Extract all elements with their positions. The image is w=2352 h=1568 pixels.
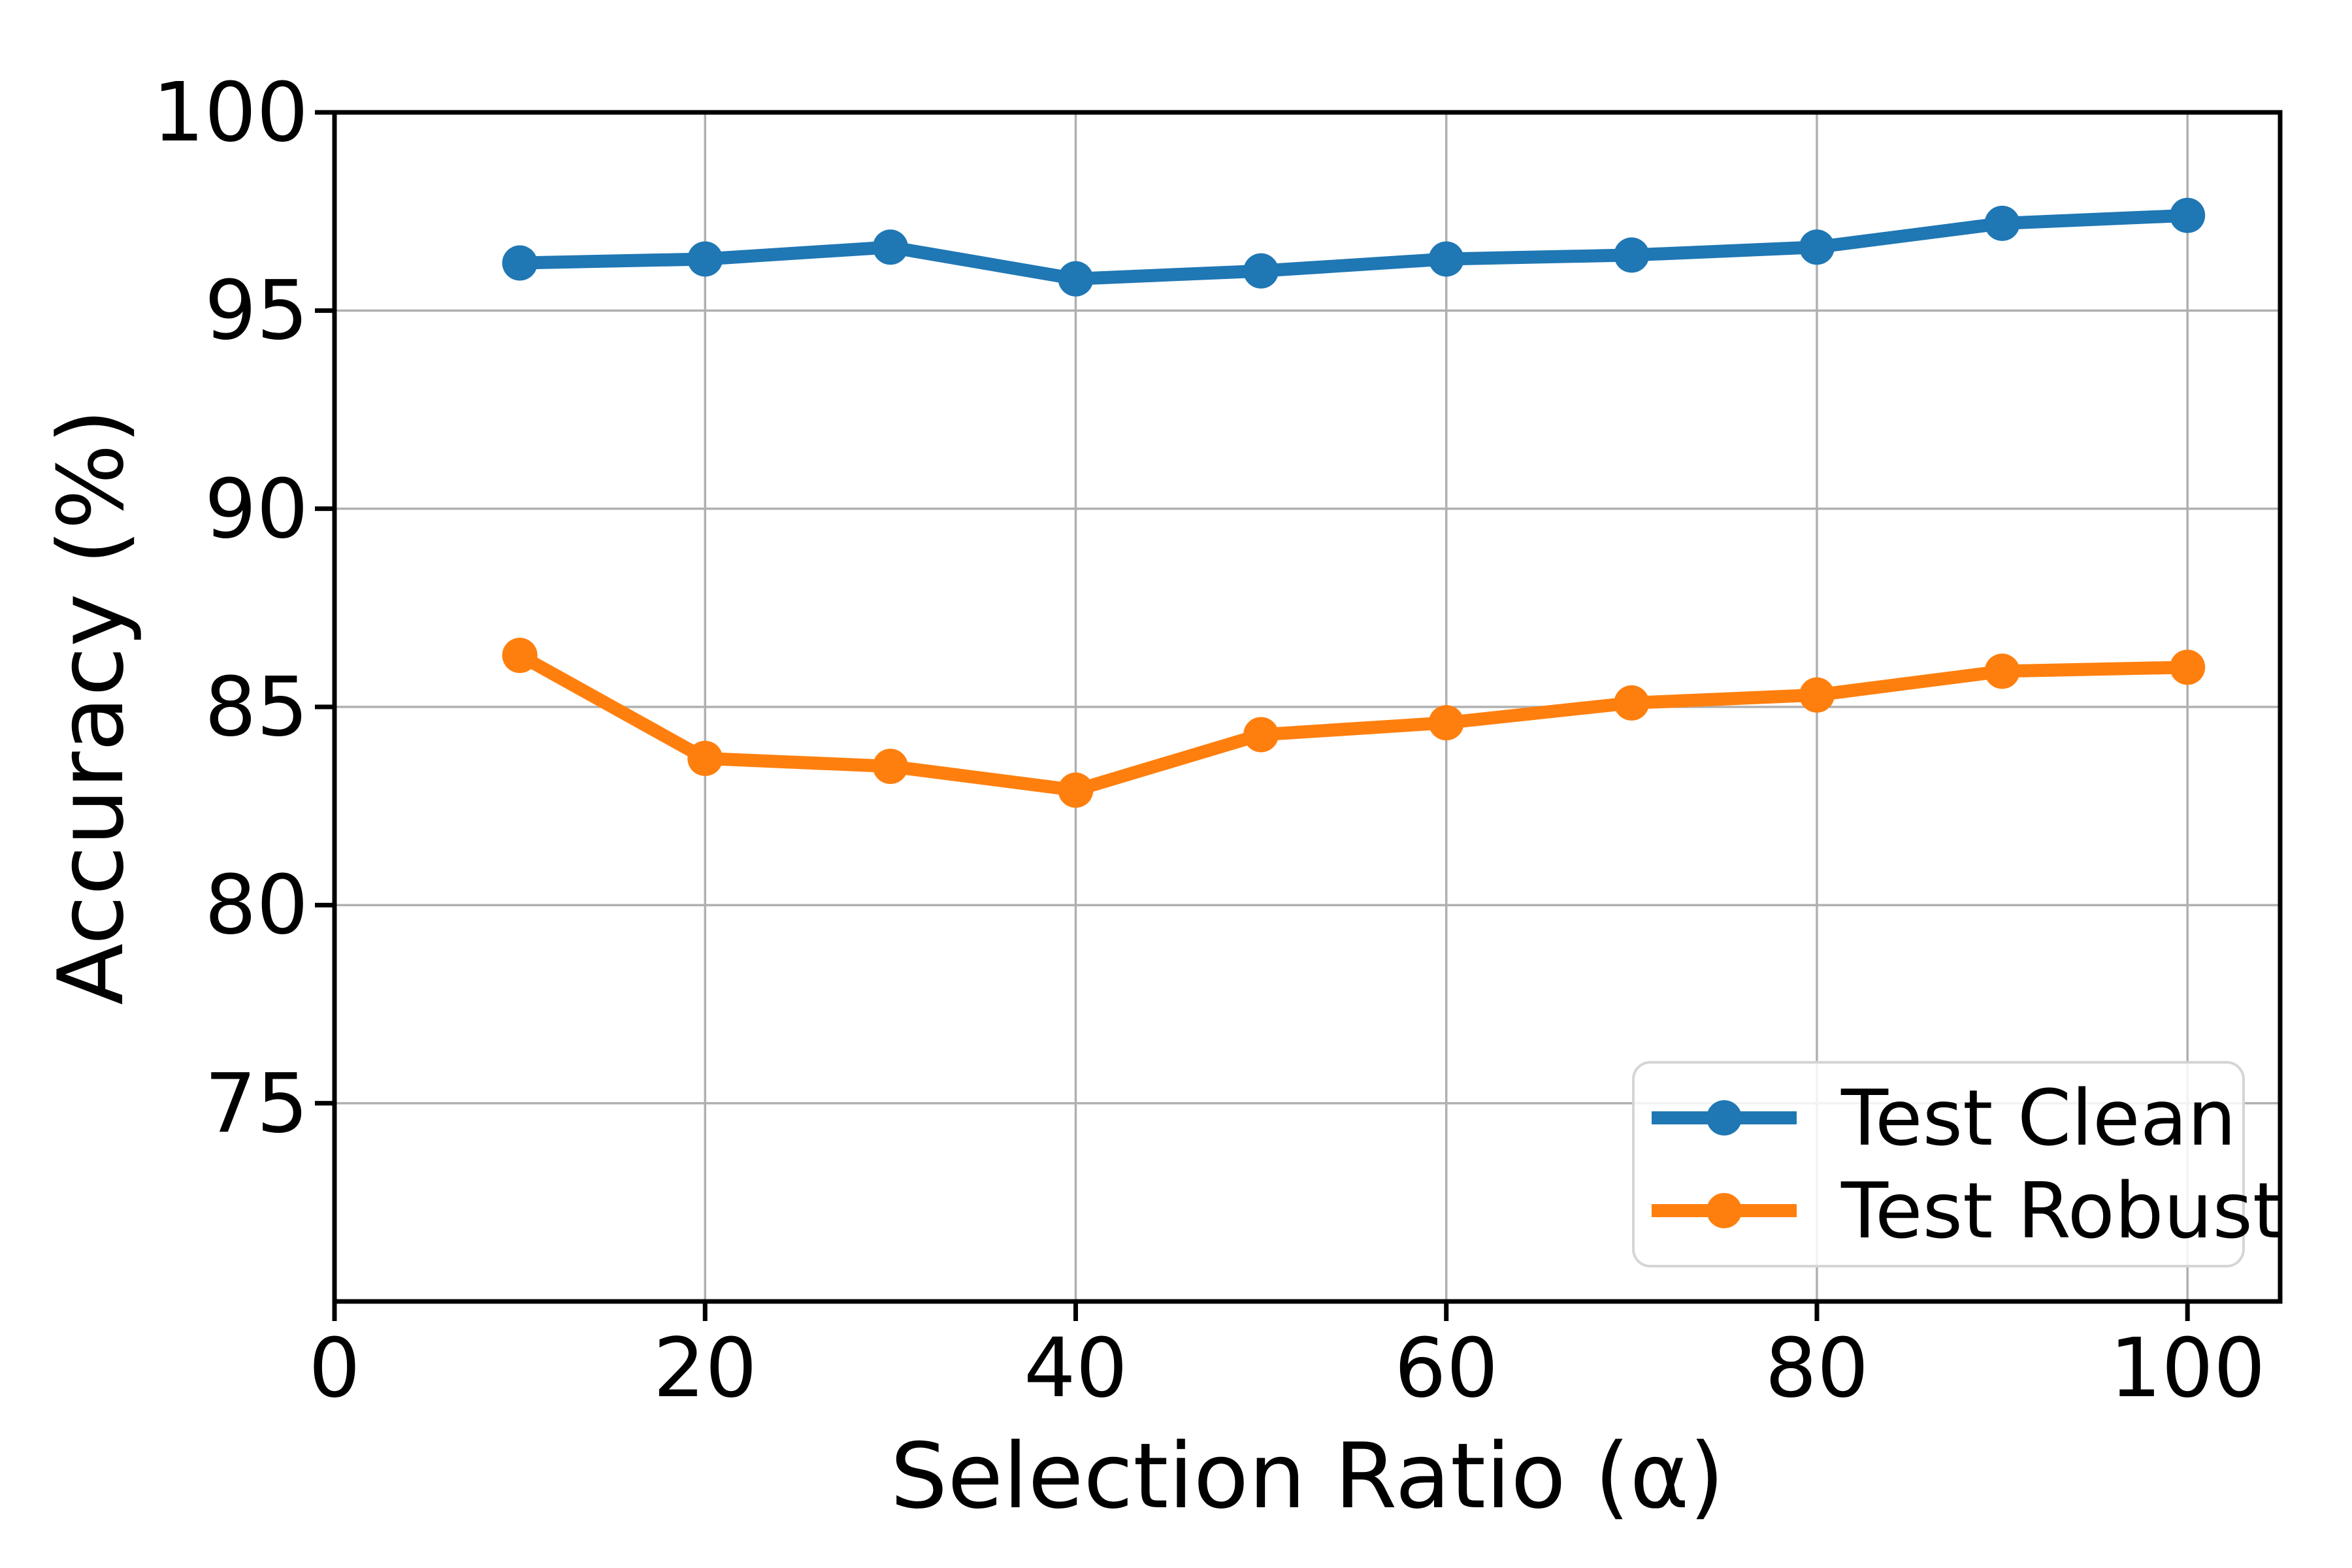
data-point-marker: [1984, 205, 2020, 241]
data-point-marker: [687, 241, 723, 277]
data-point-marker: [1614, 237, 1650, 273]
x-tick-label: 20: [653, 1321, 757, 1416]
data-point-marker: [1799, 229, 1835, 265]
data-point-marker: [1243, 253, 1279, 289]
x-tick-label: 60: [1394, 1321, 1499, 1416]
x-tick-label: 40: [1023, 1321, 1128, 1416]
data-point-marker: [1243, 717, 1279, 753]
data-point-marker: [1614, 685, 1650, 721]
legend-label: Test Clean: [1841, 1072, 2236, 1163]
data-point-marker: [502, 245, 538, 281]
y-tick-label: 100: [152, 65, 308, 160]
data-point-marker: [2170, 649, 2206, 685]
legend-sample-line-icon: [1649, 1190, 1799, 1232]
series-test-robust: [502, 638, 2206, 808]
data-point-marker: [1984, 653, 2020, 689]
series-test-clean: [502, 197, 2206, 297]
data-point-marker: [872, 229, 908, 265]
legend-label: Test Robust: [1841, 1166, 2283, 1256]
x-tick-label: 80: [1765, 1321, 1869, 1416]
data-point-marker: [1428, 241, 1464, 277]
data-point-marker: [1058, 261, 1094, 297]
legend-sample-line-icon: [1649, 1097, 1799, 1139]
y-tick-label: 80: [204, 858, 308, 953]
data-point-marker: [872, 749, 908, 784]
data-point-marker: [687, 740, 723, 776]
y-axis-title: Accuracy (%): [39, 408, 144, 1005]
y-tick-label: 95: [204, 263, 308, 359]
data-point-marker: [1058, 772, 1094, 808]
data-point-marker: [2170, 197, 2206, 233]
y-tick-label: 85: [204, 660, 308, 755]
legend-item-test-clean: Test Clean: [1649, 1079, 2242, 1157]
legend: Test Clean Test Robust: [1632, 1061, 2283, 1267]
y-tick-label: 75: [204, 1056, 308, 1151]
y-tick-label: 90: [204, 461, 308, 557]
x-tick-label: 100: [2109, 1321, 2266, 1416]
x-axis-title: Selection Ratio (α): [890, 1424, 1725, 1529]
x-tick-label: 0: [308, 1321, 361, 1416]
data-point-marker: [1428, 705, 1464, 741]
data-point-marker: [502, 638, 538, 674]
legend-item-test-robust: Test Robust: [1649, 1171, 2283, 1250]
data-point-marker: [1799, 677, 1835, 713]
